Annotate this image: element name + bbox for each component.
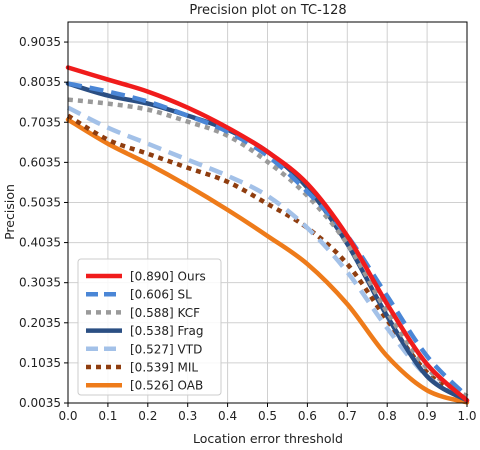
y-tick-label: 0.6035 — [19, 155, 61, 169]
y-tick-label: 0.5035 — [19, 195, 61, 209]
y-tick-label: 0.2035 — [19, 316, 61, 330]
y-tick-label: 0.0035 — [19, 396, 61, 410]
x-tick-label: 0.1 — [98, 409, 117, 423]
x-tick-label: 0.9 — [418, 409, 437, 423]
series-line-sl — [67, 81, 469, 398]
y-axis-title: Precision — [2, 184, 17, 240]
legend-label: [0.538] Frag — [130, 324, 203, 338]
y-tick-label: 0.9035 — [19, 35, 61, 49]
x-tick-label: 0.8 — [378, 409, 397, 423]
legend: [0.890] Ours [0.606] SL [0.588] KCF [0.538]… — [77, 258, 222, 396]
legend-label: [0.588] KCF — [130, 306, 200, 320]
x-tick-label: 0.4 — [218, 409, 237, 423]
series-line-oab — [65, 117, 470, 405]
ticks: 0.0 0.1 0.2 0.3 0.4 0.5 0.6 0.7 0.8 0.9 1.0 0.0035 0… — [19, 35, 477, 423]
x-tick-label: 0.3 — [178, 409, 197, 423]
chart-title: Precision plot on TC-128 — [189, 3, 346, 18]
legend-label: [0.606] SL — [130, 288, 192, 302]
series-line-ours — [65, 65, 470, 403]
x-tick-label: 0.7 — [338, 409, 357, 423]
series-line-kcf — [67, 97, 469, 399]
y-tick-label: 0.1035 — [19, 356, 61, 370]
y-tick-label: 0.8035 — [19, 75, 61, 89]
x-tick-label: 0.2 — [138, 409, 157, 423]
legend-label: [0.527] VTD — [130, 342, 202, 356]
y-tick-label: 0.3035 — [19, 276, 61, 290]
series-lines — [65, 65, 470, 405]
x-tick-label: 0.0 — [58, 409, 77, 423]
y-tick-label: 0.7035 — [19, 115, 61, 129]
y-tick-label: 0.4035 — [19, 236, 61, 250]
legend-label: [0.539] MIL — [130, 361, 198, 375]
legend-label: [0.890] Ours — [130, 270, 206, 284]
series-line-vtd — [66, 105, 469, 403]
x-axis-title: Location error threshold — [193, 431, 343, 446]
legend-label: [0.526] OAB — [130, 379, 203, 393]
x-tick-label: 1.0 — [457, 409, 476, 423]
x-tick-label: 0.6 — [298, 409, 317, 423]
x-tick-label: 0.5 — [258, 409, 277, 423]
